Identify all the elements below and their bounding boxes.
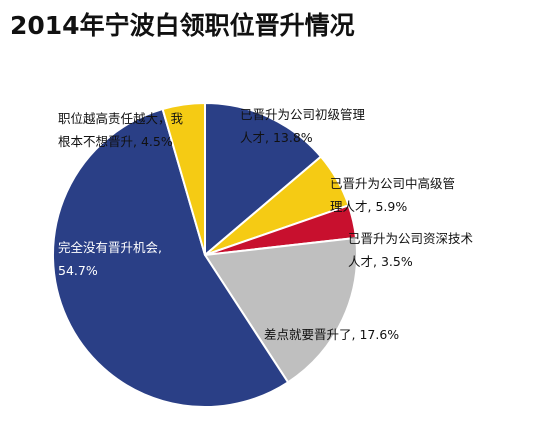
slice-label-2: 已晋升为公司中高级管理人才, 5.9%	[330, 176, 455, 214]
slice-label-4: 差点就要晋升了, 17.6%	[264, 327, 399, 342]
slice-label-5: 完全没有晋升机会, 54.7%	[58, 240, 162, 278]
slice-label-line: 职位越高责任越大，我	[58, 111, 184, 126]
slice-label-line: 人才, 13.8%	[240, 130, 313, 145]
pie-slice-4	[204, 236, 358, 384]
slice-label-1: 已晋升为公司初级管理人才, 13.8%	[240, 107, 366, 145]
slice-label-line: 已晋升为公司初级管理	[240, 107, 366, 122]
pie-slice-5	[51, 108, 290, 408]
slice-label-line: 人才, 3.5%	[348, 254, 413, 269]
slice-label-3: 已晋升为公司资深技术人才, 3.5%	[348, 231, 474, 269]
slice-label-line: 差点就要晋升了, 17.6%	[264, 327, 399, 342]
slice-label-line: 已晋升为公司中高级管	[330, 176, 455, 191]
slice-label-line: 理人才, 5.9%	[330, 199, 407, 214]
chart-title: 2014年宁波白领职位晋升情况	[10, 11, 355, 40]
slice-label-line: 完全没有晋升机会,	[58, 240, 162, 255]
slice-label-line: 根本不想晋升, 4.5%	[58, 134, 173, 149]
slice-label-6: 职位越高责任越大，我根本不想晋升, 4.5%	[58, 111, 184, 149]
pie-slices	[51, 102, 358, 408]
pie-slice-6	[161, 102, 206, 256]
pie-slice-1	[204, 102, 322, 256]
slice-label-line: 已晋升为公司资深技术	[348, 231, 474, 246]
pie-labels: 已晋升为公司初级管理人才, 13.8%已晋升为公司中高级管理人才, 5.9%已晋…	[58, 107, 474, 342]
slice-label-line: 54.7%	[58, 263, 98, 278]
